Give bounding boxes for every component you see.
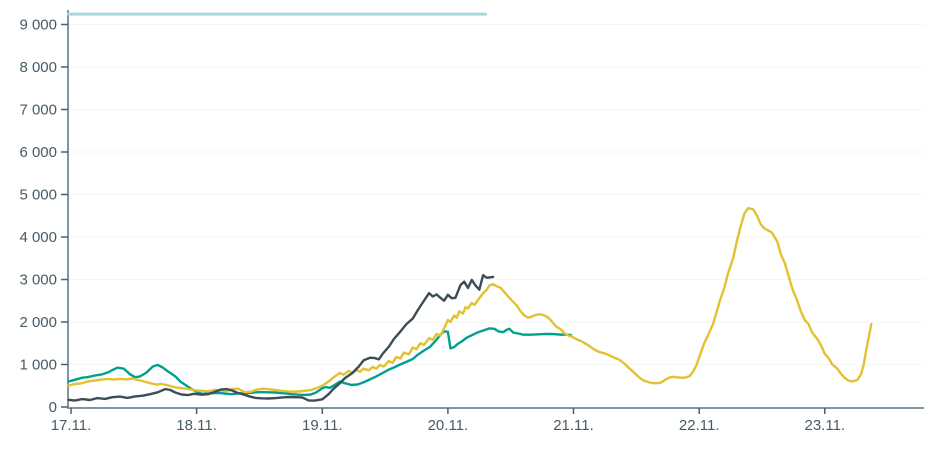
y-tick-label: 9 000	[19, 17, 57, 34]
y-tick-label: 4 000	[19, 229, 57, 246]
y-tick-label: 3 000	[19, 272, 57, 289]
y-tick-label: 2 000	[19, 314, 57, 331]
y-tick-label: 5 000	[19, 187, 57, 204]
series-teal	[67, 327, 573, 397]
y-tick-label: 7 000	[19, 102, 57, 119]
x-tick-label: 20.11.	[428, 417, 469, 434]
x-tick-label: 21.11.	[553, 417, 594, 434]
x-tick-label: 17.11.	[51, 417, 92, 434]
series-dark-slate	[67, 274, 495, 402]
x-tick-label: 22.11.	[679, 417, 720, 434]
x-tick-label: 23.11.	[805, 417, 846, 434]
y-tick-label: 0	[49, 399, 57, 416]
y-tick-label: 6 000	[19, 144, 57, 161]
y-tick-label: 8 000	[19, 59, 57, 76]
series-yellow	[67, 206, 873, 394]
y-tick-label: 1 000	[19, 357, 57, 374]
x-tick-label: 18.11.	[176, 417, 217, 434]
x-tick-label: 19.11.	[302, 417, 343, 434]
